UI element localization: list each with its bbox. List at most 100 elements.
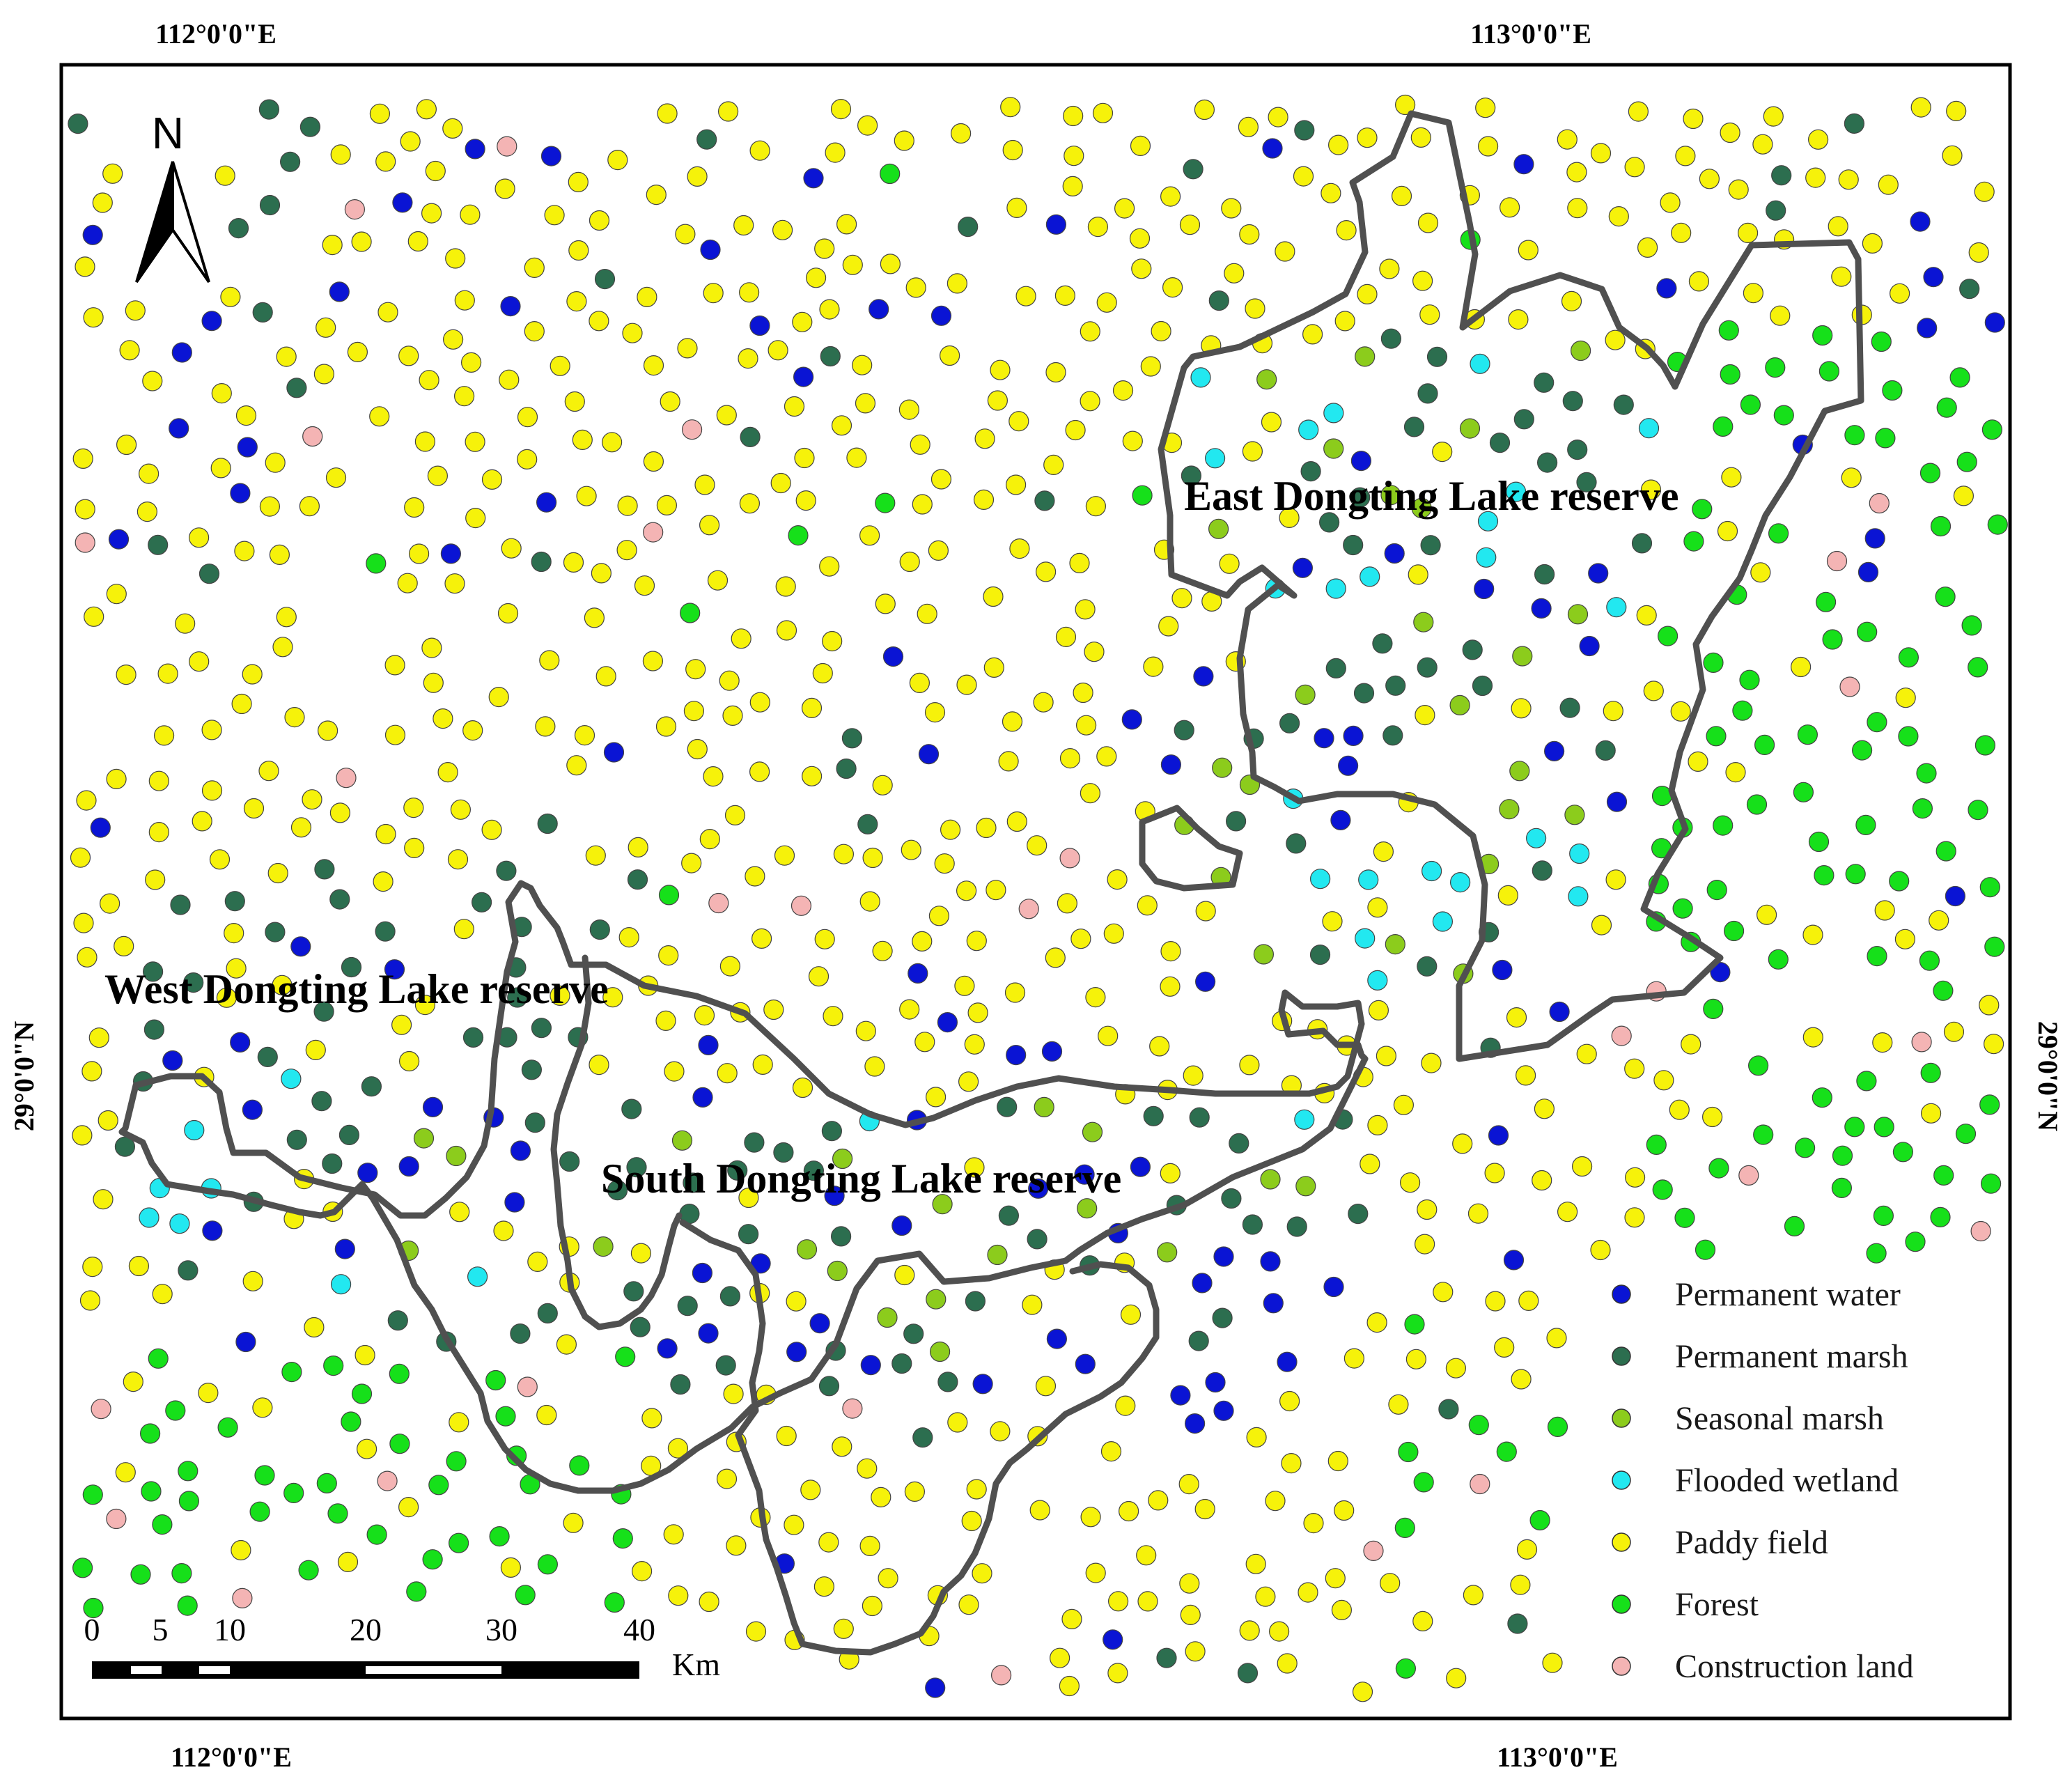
sample-point-permanent-marsh bbox=[1489, 432, 1511, 453]
sample-point-paddy-field bbox=[1265, 1491, 1286, 1512]
sample-point-paddy-field bbox=[912, 931, 933, 952]
sample-point-paddy-field bbox=[1561, 290, 1582, 311]
sample-point-seasonal-marsh bbox=[1449, 694, 1470, 716]
sample-point-paddy-field bbox=[215, 165, 235, 186]
sample-point-paddy-field bbox=[1107, 1663, 1128, 1684]
sample-point-construction-land bbox=[232, 1587, 253, 1608]
sample-point-forest bbox=[1732, 700, 1753, 721]
sample-point-permanent-water bbox=[171, 342, 192, 363]
sample-point-forest bbox=[327, 1503, 348, 1524]
sample-point-forest bbox=[1933, 980, 1954, 1001]
sample-point-paddy-field bbox=[749, 761, 770, 782]
sample-point-paddy-field bbox=[1000, 97, 1021, 118]
sample-point-construction-land bbox=[1363, 1540, 1384, 1561]
sample-point-paddy-field bbox=[1675, 146, 1696, 166]
coord-bottom-left: 112°0'0"E bbox=[171, 1741, 292, 1773]
legend-label-permanent-marsh: Permanent marsh bbox=[1675, 1338, 1908, 1375]
sample-point-paddy-field bbox=[814, 238, 835, 259]
sample-point-paddy-field bbox=[1388, 1394, 1409, 1415]
sample-point-paddy-field bbox=[572, 429, 593, 451]
sample-point-permanent-marsh bbox=[803, 1160, 825, 1181]
sample-point-permanent-water bbox=[1531, 598, 1552, 619]
sample-point-permanent-marsh bbox=[773, 1142, 794, 1163]
sample-point-paddy-field bbox=[1245, 298, 1265, 319]
sample-point-permanent-water bbox=[1292, 557, 1314, 578]
sample-point-paddy-field bbox=[1671, 222, 1692, 243]
sample-point-paddy-field bbox=[1239, 1620, 1260, 1641]
sample-point-permanent-marsh bbox=[537, 1303, 558, 1324]
sample-point-paddy-field bbox=[1432, 441, 1453, 463]
sample-point-paddy-field bbox=[589, 1054, 609, 1076]
sample-point-paddy-field bbox=[859, 891, 880, 912]
sample-point-paddy-field bbox=[1061, 1608, 1082, 1629]
sample-point-permanent-water bbox=[202, 1220, 223, 1241]
sample-point-permanent-marsh bbox=[1350, 487, 1371, 508]
sample-point-permanent-water bbox=[700, 239, 721, 261]
coord-top-left: 112°0'0"E bbox=[155, 18, 276, 49]
sample-point-forest bbox=[83, 1597, 104, 1619]
sample-point-paddy-field bbox=[1910, 97, 1931, 118]
sample-point-paddy-field bbox=[724, 805, 746, 826]
sample-point-forest bbox=[1949, 367, 1970, 388]
sample-point-paddy-field bbox=[1085, 986, 1106, 1008]
sample-point-permanent-water bbox=[1579, 635, 1600, 657]
sample-point-paddy-field bbox=[1750, 562, 1771, 583]
sample-point-forest bbox=[1713, 416, 1734, 437]
sample-point-paddy-field bbox=[776, 620, 797, 641]
sample-point-paddy-field bbox=[1688, 271, 1709, 292]
sample-point-paddy-field bbox=[939, 345, 960, 366]
legend-swatch-seasonal-marsh bbox=[1612, 1408, 1631, 1428]
sample-point-paddy-field bbox=[1131, 258, 1152, 279]
sample-point-paddy-field bbox=[414, 994, 436, 1016]
sample-point-permanent-water bbox=[1923, 267, 1944, 288]
sample-point-paddy-field bbox=[775, 576, 796, 597]
sample-point-flooded-wetland bbox=[1294, 1109, 1315, 1130]
sample-point-paddy-field bbox=[425, 160, 446, 182]
sample-point-forest bbox=[1404, 1314, 1425, 1335]
sample-point-permanent-water bbox=[1710, 961, 1731, 983]
sample-point-paddy-field bbox=[1049, 1647, 1070, 1668]
sample-point-permanent-marsh bbox=[387, 1310, 408, 1331]
legend: Permanent water Permanent marsh Seasonal m… bbox=[1575, 1264, 2007, 1696]
sample-point-forest bbox=[680, 603, 701, 623]
sample-point-paddy-field bbox=[1862, 233, 1883, 254]
sample-point-paddy-field bbox=[966, 931, 987, 952]
sample-point-paddy-field bbox=[305, 1039, 326, 1061]
sample-point-permanent-water bbox=[1074, 1164, 1095, 1185]
sample-point-paddy-field bbox=[972, 1563, 992, 1584]
sample-point-paddy-field bbox=[1452, 1133, 1473, 1154]
sample-point-paddy-field bbox=[1002, 711, 1023, 732]
sample-point-forest bbox=[1814, 864, 1835, 886]
sample-point-paddy-field bbox=[656, 495, 678, 516]
sample-point-paddy-field bbox=[1591, 915, 1612, 935]
sample-point-permanent-marsh bbox=[1229, 1133, 1249, 1154]
sample-point-forest bbox=[1674, 1207, 1695, 1228]
sample-point-paddy-field bbox=[1717, 520, 1738, 542]
sample-point-paddy-field bbox=[1027, 835, 1047, 856]
sample-point-construction-land bbox=[1911, 1032, 1932, 1053]
sample-point-permanent-marsh bbox=[462, 1027, 484, 1048]
sample-point-paddy-field bbox=[602, 987, 623, 1008]
sample-point-seasonal-marsh bbox=[413, 1128, 435, 1149]
sample-point-permanent-water bbox=[504, 1192, 525, 1213]
sample-point-paddy-field bbox=[408, 543, 430, 564]
sample-point-permanent-marsh bbox=[1559, 697, 1580, 718]
sample-point-paddy-field bbox=[152, 1284, 173, 1305]
sample-point-permanent-marsh bbox=[178, 1260, 198, 1281]
sample-point-permanent-marsh bbox=[1343, 534, 1364, 556]
sample-point-forest bbox=[1935, 841, 1956, 862]
south-reserve-label: South Dongting Lake reserve bbox=[601, 1156, 1121, 1202]
sample-point-paddy-field bbox=[894, 1264, 915, 1286]
sample-point-paddy-field bbox=[899, 999, 920, 1020]
sample-point-paddy-field bbox=[1412, 1610, 1433, 1631]
sample-point-paddy-field bbox=[1136, 1545, 1157, 1566]
sample-point-paddy-field bbox=[800, 1480, 821, 1500]
sample-point-seasonal-marsh bbox=[1212, 757, 1233, 778]
sample-point-flooded-wetland bbox=[1358, 869, 1379, 890]
sample-point-forest bbox=[148, 1348, 169, 1369]
sample-point-forest bbox=[569, 1455, 590, 1476]
sample-point-paddy-field bbox=[770, 472, 791, 494]
sample-point-forest bbox=[140, 1423, 161, 1444]
sample-point-paddy-field bbox=[1624, 157, 1645, 178]
sample-point-paddy-field bbox=[116, 434, 137, 456]
